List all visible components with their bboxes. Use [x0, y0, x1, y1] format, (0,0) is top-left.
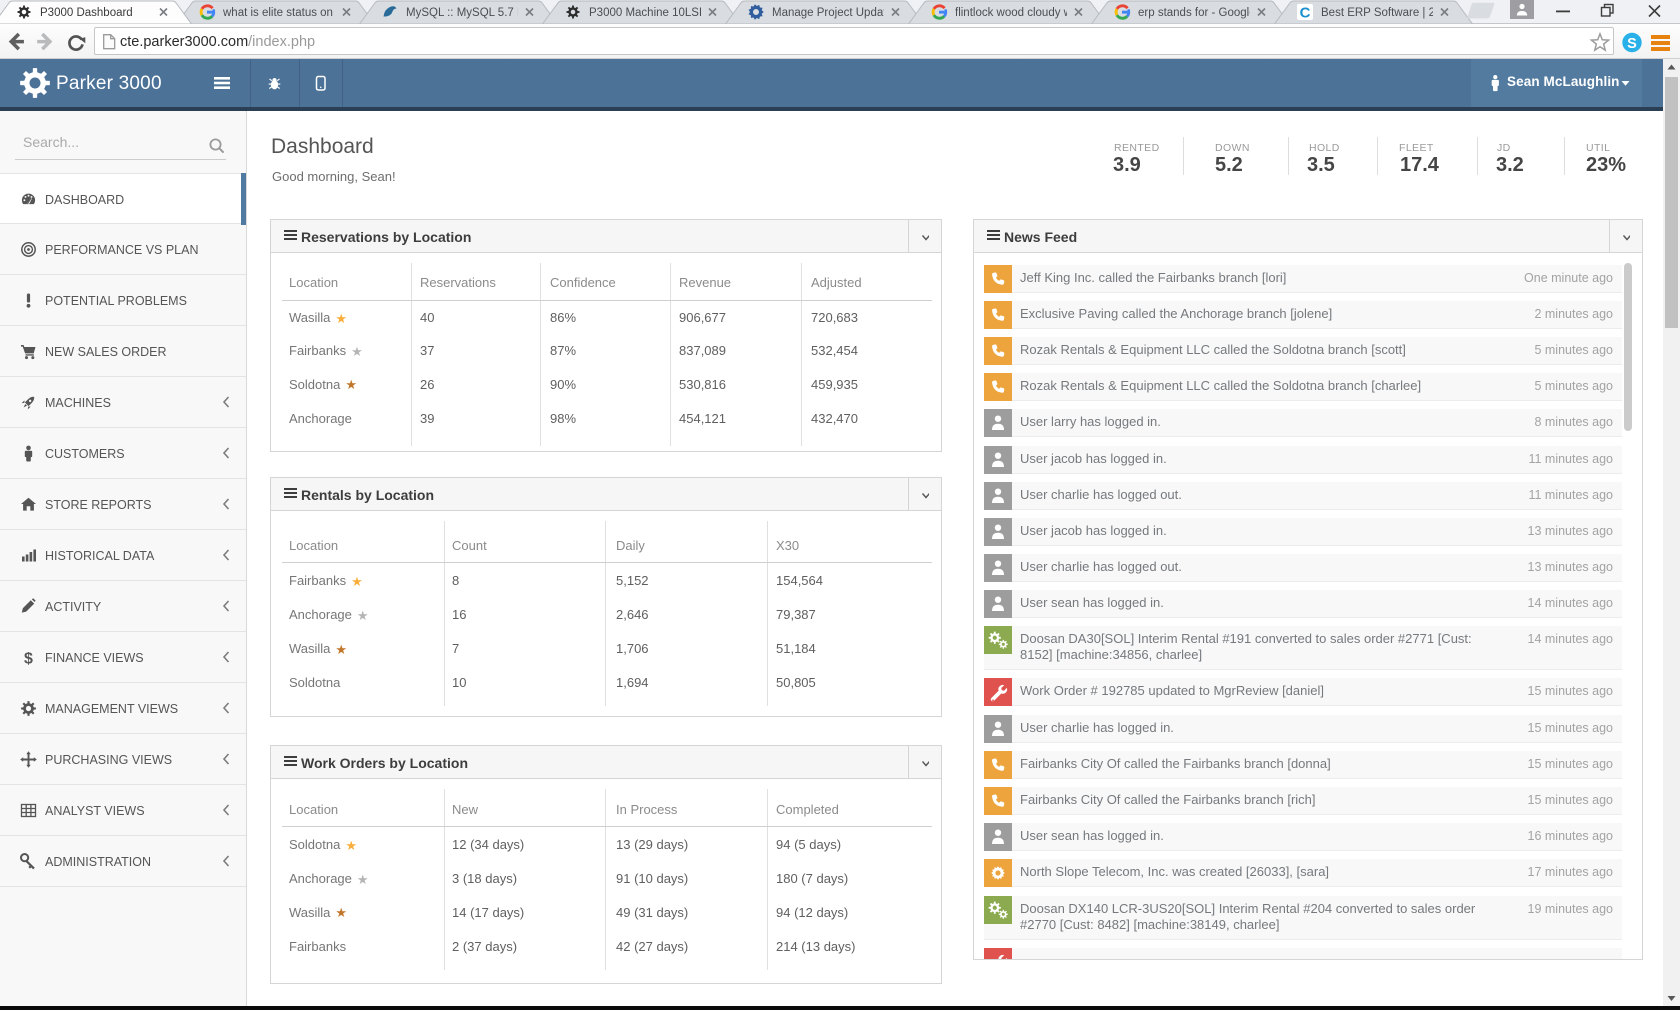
svg-text:C: C — [1300, 5, 1311, 22]
svg-text:Best ERP Software | 201: Best ERP Software | 201 — [1321, 7, 1448, 19]
svg-text:$: $ — [24, 651, 33, 667]
svg-text:flintlock wood cloudy w: flintlock wood cloudy w — [955, 7, 1073, 19]
svg-text:Manage Project Update: Manage Project Update — [772, 7, 893, 19]
svg-text:P3000 Machine 10LSP1: P3000 Machine 10LSP1 — [589, 7, 713, 19]
svg-text:MySQL :: MySQL 5.7 Ref: MySQL :: MySQL 5.7 Ref — [406, 7, 536, 19]
svg-text:S: S — [1627, 36, 1637, 52]
svg-text:what is elite status on a: what is elite status on a — [222, 7, 343, 19]
svg-text:P3000 Dashboard: P3000 Dashboard — [40, 7, 133, 19]
svg-text:erp stands for - Google: erp stands for - Google — [1138, 7, 1256, 19]
